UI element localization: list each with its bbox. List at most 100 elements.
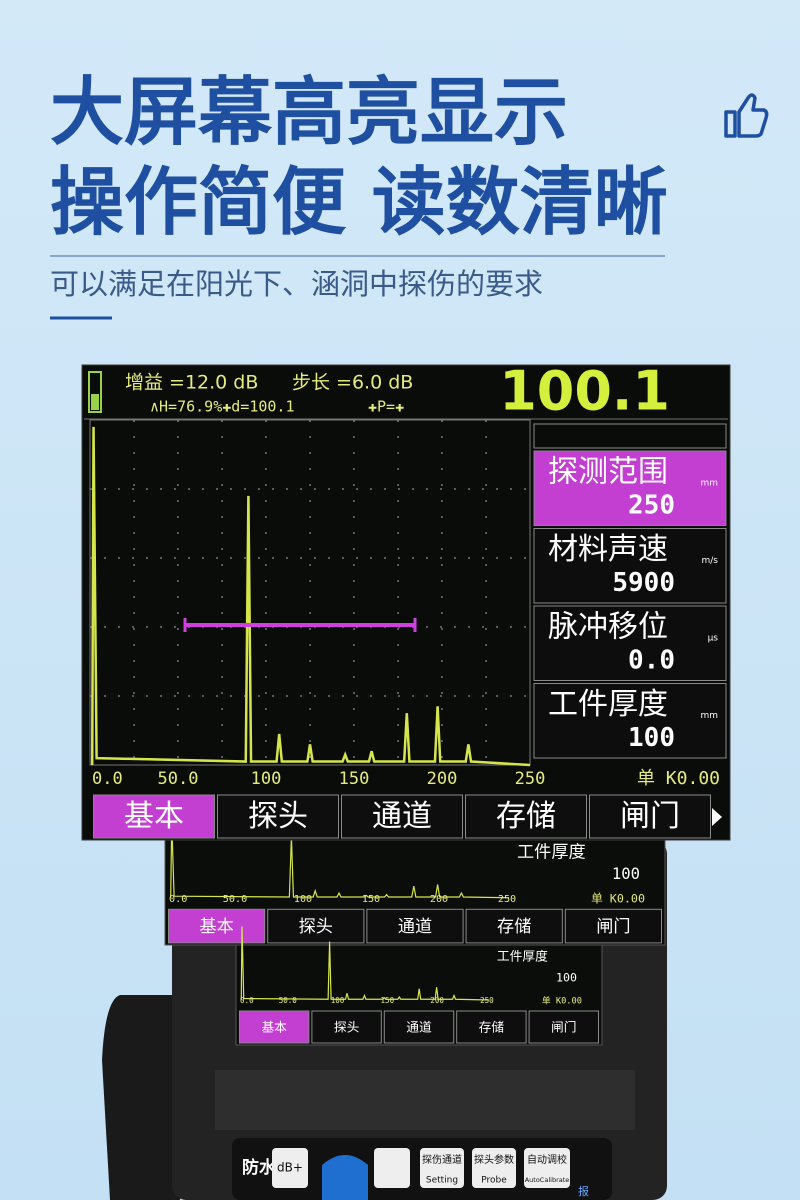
- parameter-label: 探测范围: [548, 455, 668, 490]
- device-button: [420, 1148, 464, 1188]
- reading: 100.1: [499, 360, 670, 423]
- tab-label: 基本: [124, 799, 184, 834]
- tab: [589, 794, 711, 839]
- x-axis-label: 200: [430, 894, 448, 905]
- device-button: [374, 1148, 410, 1188]
- tab-label: 探头: [299, 917, 333, 937]
- tab: [267, 908, 365, 944]
- button-sub: Probe: [481, 1176, 507, 1186]
- tab-label: 通道: [372, 799, 432, 834]
- tab-label: 探头: [248, 799, 308, 834]
- nav-button: [322, 1155, 368, 1200]
- parameter-box: [533, 683, 727, 759]
- parameter-value: 5900: [612, 568, 675, 598]
- parameter-value: 100: [628, 723, 675, 753]
- x-axis-label: 250: [480, 996, 494, 1005]
- status-gain: 增益 =12.0 dB: [125, 372, 258, 394]
- x-axis-label: 0.0: [240, 996, 254, 1005]
- x-axis-note: 单 K0.00: [591, 891, 645, 905]
- side-label: 报: [578, 1184, 589, 1198]
- parameter-unit: mm: [700, 479, 718, 489]
- tab: [217, 794, 339, 839]
- waveform: [90, 426, 531, 767]
- tab: [366, 908, 464, 944]
- tab: [239, 1010, 310, 1044]
- waveform: [240, 926, 489, 1001]
- tab-label: 探头: [334, 1021, 360, 1036]
- tab: [168, 908, 266, 944]
- tab: [465, 908, 563, 944]
- x-axis-label: 150: [362, 894, 380, 905]
- button-sub: Setting: [426, 1176, 458, 1186]
- x-axis-label: 100: [251, 769, 282, 789]
- device-grille: [215, 1070, 635, 1130]
- x-axis-label: 150: [339, 769, 370, 789]
- device-button: [472, 1148, 516, 1188]
- button-label: 探伤通道: [422, 1153, 462, 1166]
- battery-level: [91, 394, 99, 410]
- headline: 大屏幕高亮显示: [50, 70, 568, 156]
- button-sub: AutoCalibrate: [525, 1176, 570, 1184]
- parameter-unit: m/s: [702, 556, 719, 566]
- tab: [383, 1010, 455, 1044]
- button-label: 自动调校: [527, 1153, 567, 1166]
- parameter-label: 材料声速: [548, 532, 668, 567]
- device-handle: [102, 995, 180, 1200]
- tab-label: 存储: [496, 799, 556, 834]
- tab-label: 闸门: [620, 799, 680, 834]
- headline: 操作简便 读数清晰: [50, 160, 668, 246]
- x-axis-note: 单 K0.00: [637, 768, 720, 789]
- tab-label: 基本: [199, 917, 233, 937]
- tab: [93, 794, 215, 839]
- x-axis-label: 50.0: [158, 769, 199, 789]
- x-axis-label: 0.0: [92, 769, 123, 789]
- tab: [311, 1010, 382, 1044]
- device-button: [524, 1148, 570, 1188]
- tab-arrow: [712, 808, 722, 826]
- parameter-value: 100: [612, 865, 640, 883]
- waveform: [170, 821, 510, 899]
- button-label: 探头参数: [474, 1153, 514, 1166]
- parameter-unit: mm: [700, 711, 718, 721]
- x-axis-label: 250: [515, 769, 546, 789]
- panel-header: [533, 423, 727, 449]
- tab: [341, 794, 463, 839]
- tab-label: 存储: [479, 1021, 505, 1036]
- x-axis-label: 100: [331, 996, 345, 1005]
- status-probe: ✚P=✚: [368, 398, 404, 416]
- status-measure: ∧H=76.9%✚d=100.1: [150, 398, 295, 416]
- tab-label: 存储: [497, 917, 531, 937]
- tab: [465, 794, 587, 839]
- parameter-label: 脉冲移位: [548, 610, 668, 645]
- x-axis-label: 250: [498, 894, 516, 905]
- button-label: dB+: [277, 1161, 303, 1175]
- parameter-value: 100: [556, 971, 577, 985]
- device-button: [272, 1148, 308, 1188]
- tab: [528, 1010, 599, 1044]
- brand: 防水: [242, 1157, 277, 1178]
- thumbs-up-icon: [724, 93, 769, 138]
- x-axis-label: 50.0: [279, 996, 298, 1005]
- tab-label: 基本: [261, 1021, 287, 1036]
- x-axis-label: 200: [430, 996, 444, 1005]
- x-axis-label: 200: [427, 769, 458, 789]
- battery-icon: [88, 371, 102, 413]
- parameter-box: [533, 605, 727, 681]
- x-axis-label: 100: [294, 894, 312, 905]
- tab: [564, 908, 662, 944]
- x-axis-label: 50.0: [223, 894, 247, 905]
- tab: [456, 1010, 527, 1044]
- tab-label: 闸门: [596, 917, 630, 937]
- parameter-box: [533, 450, 727, 526]
- x-axis-note: 单 K0.00: [542, 995, 582, 1007]
- parameter-value: 250: [628, 491, 675, 521]
- parameter-value: 0.0: [628, 646, 675, 676]
- tab-label: 通道: [398, 917, 432, 937]
- parameter-label: 工件厚度: [548, 687, 668, 722]
- parameter-label: 工件厚度: [497, 949, 548, 965]
- x-axis-label: 0.0: [169, 894, 187, 905]
- parameter-label: 工件厚度: [517, 843, 586, 863]
- subtitle: 可以满足在阳光下、涵洞中探伤的要求: [50, 267, 543, 301]
